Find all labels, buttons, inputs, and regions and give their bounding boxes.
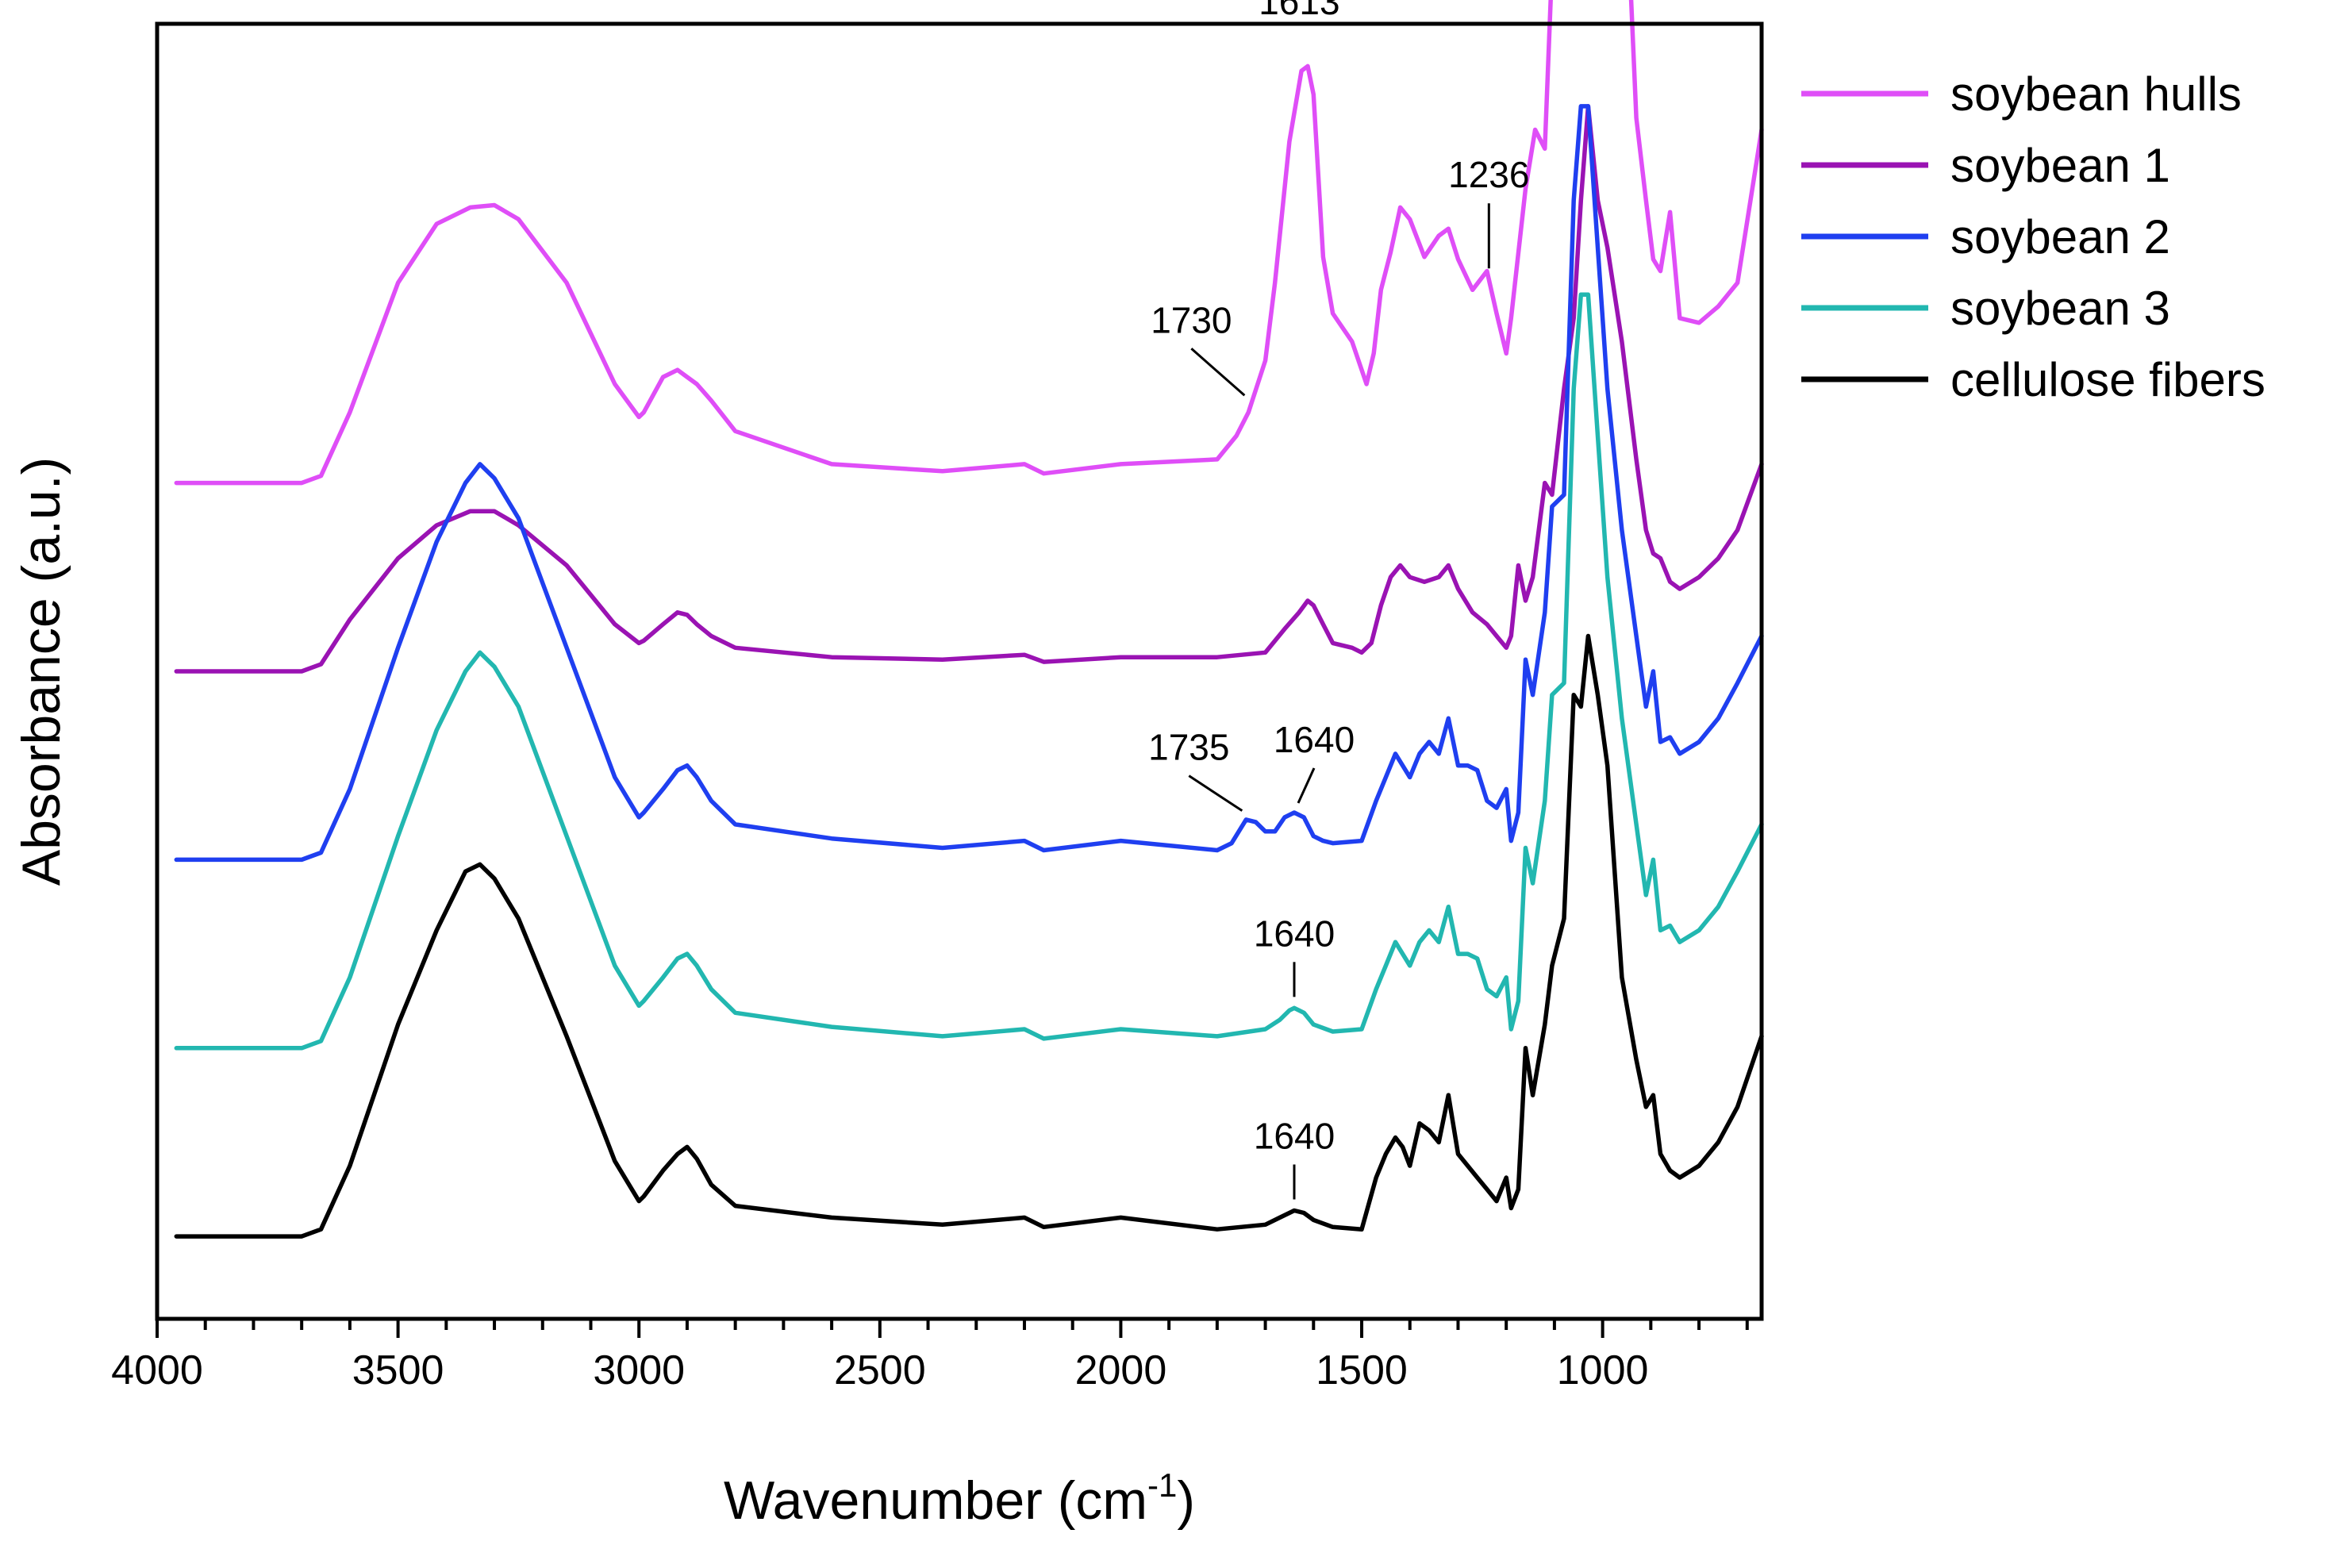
- annotation-label-1640: 1640: [1254, 1116, 1335, 1157]
- y-axis-title: Absorbance (a.u.): [11, 457, 71, 886]
- series-line-soybean-1: [174, 104, 1764, 674]
- legend-label-soybean-2: soybean 2: [1950, 210, 2170, 263]
- x-axis-title-end: ): [1177, 1470, 1195, 1531]
- legend-label-soybean-1: soybean 1: [1950, 139, 2170, 192]
- series-line-soybean-3: [174, 292, 1764, 1051]
- legend: soybean hulls soybean 1 soybean 2 soybean 3…: [1801, 67, 2266, 406]
- annotation-label-1735: 1735: [1148, 727, 1229, 768]
- annotation-label-1613: 1613: [1259, 0, 1339, 22]
- annotation-label-1730: 1730: [1151, 299, 1232, 340]
- legend-label-soybean-3: soybean 3: [1950, 282, 2170, 335]
- series-line-soybean-hulls: [174, 0, 1764, 486]
- x-tick-label-3500: 3500: [352, 1347, 444, 1393]
- plot-frame: [155, 21, 1764, 1321]
- annotation-label-1640: 1640: [1254, 913, 1335, 954]
- x-tick-label-4000: 4000: [111, 1347, 203, 1393]
- x-tick-label-2500: 2500: [834, 1347, 926, 1393]
- series-layer: [174, 0, 1764, 1239]
- x-axis-title: Wavenumber (cm-1): [724, 1466, 1195, 1531]
- x-tick-label-1000: 1000: [1557, 1347, 1649, 1393]
- annotation-label-1236: 1236: [1448, 154, 1529, 195]
- x-tick-label-2000: 2000: [1075, 1347, 1167, 1393]
- x-axis-title-sup: -1: [1147, 1466, 1177, 1504]
- legend-label-soybean-hulls: soybean hulls: [1950, 67, 2242, 121]
- x-tick-label-3000: 3000: [593, 1347, 685, 1393]
- legend-label-cellulose-fibers: cellulose fibers: [1950, 353, 2266, 406]
- series-line-soybean-2: [174, 104, 1764, 863]
- annotation-layer: 1730 1613 1236 1735 1640 1640 1640: [1148, 0, 1529, 1200]
- x-axis-title-main: Wavenumber (cm: [724, 1470, 1147, 1531]
- annotation-leader-1735: [1188, 774, 1243, 812]
- series-line-cellulose-fibers: [174, 633, 1764, 1239]
- x-tick-label-1500: 1500: [1316, 1347, 1408, 1393]
- annotation-leader-1640: [1297, 767, 1316, 804]
- x-axis-ticks: 4000 3500 3000 2500 2000 1500 1000: [111, 1319, 1749, 1393]
- annotation-label-1640: 1640: [1274, 719, 1355, 760]
- annotation-leader-1730: [1190, 348, 1246, 397]
